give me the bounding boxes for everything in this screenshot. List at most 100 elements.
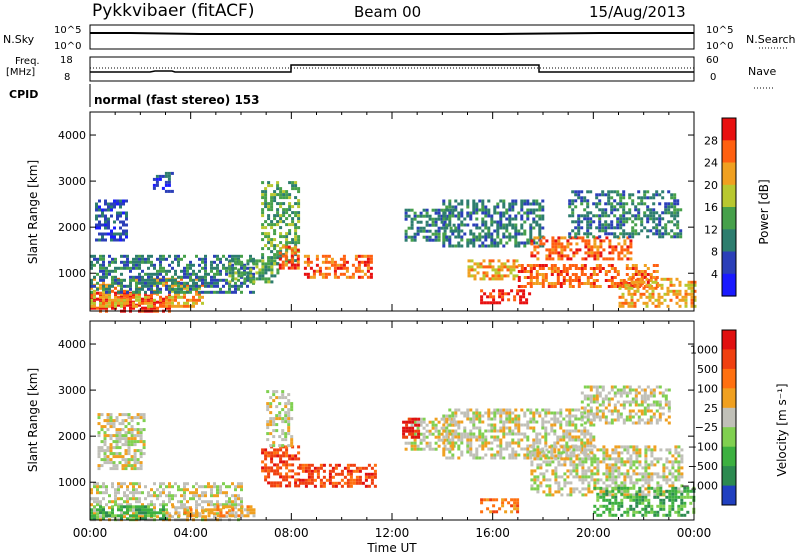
data-cell bbox=[631, 397, 635, 401]
data-cell bbox=[628, 193, 632, 197]
data-cell bbox=[425, 441, 429, 445]
data-cell bbox=[186, 488, 189, 492]
data-cell bbox=[596, 472, 600, 476]
data-cell bbox=[445, 205, 449, 209]
data-cell bbox=[616, 415, 620, 419]
data-cell bbox=[541, 199, 545, 203]
data-cell bbox=[644, 466, 648, 470]
data-cell bbox=[195, 284, 198, 288]
data-cell bbox=[571, 220, 575, 224]
data-cell bbox=[607, 232, 611, 236]
data-cell bbox=[93, 505, 96, 509]
data-cell bbox=[116, 202, 119, 206]
data-cell bbox=[204, 269, 207, 273]
data-cell bbox=[114, 275, 117, 279]
data-cell bbox=[601, 211, 605, 215]
data-cell bbox=[363, 263, 367, 267]
data-cell bbox=[517, 241, 521, 245]
data-cell bbox=[481, 420, 485, 424]
data-cell bbox=[147, 272, 150, 276]
data-cell bbox=[559, 282, 563, 285]
data-cell bbox=[111, 500, 114, 504]
data-cell bbox=[275, 396, 279, 400]
data-cell bbox=[216, 488, 219, 492]
data-cell bbox=[204, 284, 207, 288]
data-cell bbox=[448, 432, 452, 436]
data-cell bbox=[113, 205, 116, 209]
data-cell bbox=[644, 475, 648, 479]
data-cell bbox=[554, 251, 558, 255]
data-cell bbox=[643, 285, 647, 288]
data-cell bbox=[511, 202, 515, 206]
data-cell bbox=[120, 304, 123, 308]
data-cell bbox=[563, 457, 567, 461]
data-cell bbox=[515, 274, 519, 278]
data-cell bbox=[279, 187, 283, 191]
data-cell bbox=[416, 220, 420, 224]
data-cell bbox=[96, 257, 99, 261]
data-cell bbox=[246, 284, 249, 288]
data-cell bbox=[228, 500, 231, 504]
data-cell bbox=[270, 196, 274, 200]
data-cell bbox=[231, 500, 234, 504]
data-cell bbox=[620, 463, 624, 467]
data-cell bbox=[541, 447, 545, 451]
data-cell bbox=[165, 269, 168, 273]
data-cell bbox=[547, 450, 551, 454]
data-cell bbox=[177, 511, 181, 515]
data-cell bbox=[177, 284, 180, 288]
data-cell bbox=[563, 448, 567, 452]
data-cell bbox=[210, 500, 213, 504]
data-cell bbox=[520, 438, 524, 442]
colorbar-tick-label: 20 bbox=[704, 179, 718, 192]
data-cell bbox=[410, 220, 414, 224]
data-cell bbox=[586, 223, 590, 227]
data-cell bbox=[580, 444, 584, 448]
data-cell bbox=[123, 511, 126, 515]
data-cell bbox=[413, 217, 417, 221]
data-cell bbox=[130, 458, 134, 462]
data-cell bbox=[693, 298, 697, 302]
data-cell bbox=[502, 235, 506, 239]
data-cell bbox=[139, 416, 143, 420]
data-cell bbox=[419, 417, 423, 421]
data-cell bbox=[499, 211, 503, 215]
data-cell bbox=[502, 211, 506, 215]
data-cell bbox=[164, 189, 168, 193]
data-cell bbox=[457, 408, 461, 412]
data-cell bbox=[646, 196, 650, 200]
data-cell bbox=[213, 272, 216, 276]
data-cell bbox=[109, 434, 113, 438]
data-cell bbox=[460, 214, 464, 218]
data-cell bbox=[155, 177, 159, 181]
data-cell bbox=[364, 466, 368, 470]
data-cell bbox=[127, 437, 131, 441]
data-cell bbox=[533, 487, 537, 491]
data-cell bbox=[431, 223, 435, 227]
data-cell bbox=[102, 287, 105, 291]
data-cell bbox=[605, 475, 609, 479]
data-cell bbox=[120, 503, 123, 507]
data-cell bbox=[270, 469, 274, 473]
nave-label: Nave bbox=[748, 65, 776, 78]
data-cell bbox=[183, 482, 186, 486]
data-cell bbox=[595, 385, 599, 389]
data-cell bbox=[526, 264, 530, 267]
data-cell bbox=[159, 304, 162, 308]
data-cell bbox=[451, 441, 455, 445]
data-cell bbox=[457, 229, 461, 233]
data-cell bbox=[123, 254, 126, 258]
data-cell bbox=[442, 453, 446, 457]
data-cell bbox=[598, 270, 602, 273]
data-cell bbox=[677, 454, 681, 458]
data-cell bbox=[138, 485, 141, 489]
data-cell bbox=[306, 275, 310, 279]
data-cell bbox=[276, 481, 280, 485]
data-cell bbox=[279, 466, 283, 470]
data-cell bbox=[454, 441, 458, 445]
data-cell bbox=[655, 223, 659, 227]
data-cell bbox=[282, 463, 286, 467]
data-cell bbox=[264, 454, 268, 458]
data-cell bbox=[261, 451, 265, 455]
data-cell bbox=[634, 400, 638, 404]
